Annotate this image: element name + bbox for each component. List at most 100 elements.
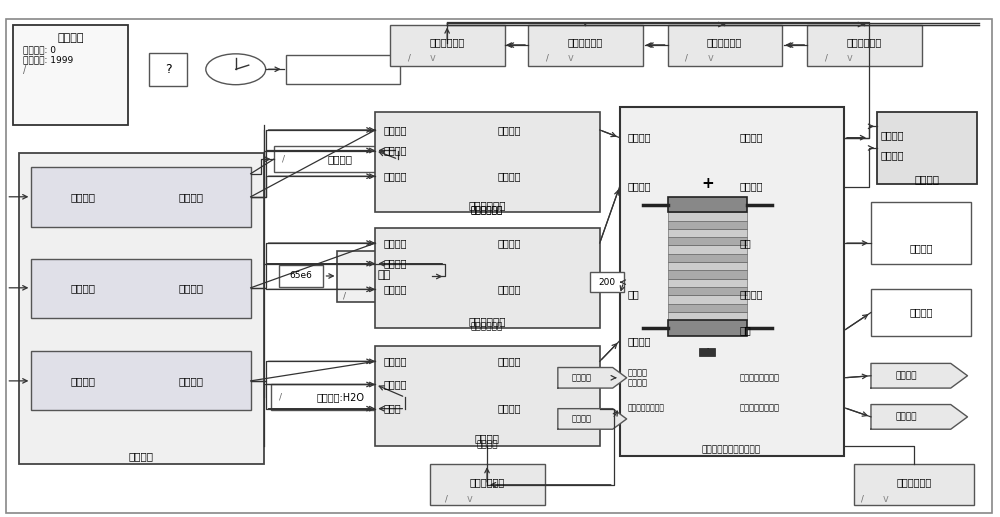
FancyBboxPatch shape (668, 262, 747, 270)
Text: /: / (445, 495, 448, 504)
Text: 阳极供氢系统: 阳极供氢系统 (468, 316, 506, 326)
FancyBboxPatch shape (375, 346, 600, 446)
FancyBboxPatch shape (375, 112, 600, 212)
Text: 阴极反馈: 阴极反馈 (498, 171, 522, 181)
FancyBboxPatch shape (668, 270, 747, 279)
FancyBboxPatch shape (430, 464, 545, 505)
FancyBboxPatch shape (668, 221, 747, 229)
Text: 模型设置: 模型设置 (58, 34, 84, 43)
Text: 阴极反馈: 阴极反馈 (71, 192, 96, 202)
Text: 阴极输出: 阴极输出 (881, 130, 904, 140)
Text: 阴极输出: 阴极输出 (498, 125, 522, 135)
Text: 流体参数显示: 流体参数显示 (707, 38, 742, 48)
FancyBboxPatch shape (668, 229, 747, 237)
FancyBboxPatch shape (668, 212, 747, 221)
Text: 冷却输出: 冷却输出 (498, 356, 522, 367)
Text: 尾气系统: 尾气系统 (914, 174, 939, 184)
FancyBboxPatch shape (31, 168, 251, 226)
Text: 阳极供氢系统: 阳极供氢系统 (471, 323, 503, 331)
FancyBboxPatch shape (13, 24, 128, 125)
FancyBboxPatch shape (854, 464, 974, 505)
Text: v: v (847, 53, 853, 63)
Text: 结束时间: 1999: 结束时间: 1999 (23, 55, 74, 65)
Text: 阴极控制: 阴极控制 (178, 192, 203, 202)
Text: 阳极回路: 阳极回路 (383, 238, 407, 248)
FancyBboxPatch shape (590, 272, 624, 292)
Text: /: / (282, 155, 285, 164)
Polygon shape (558, 408, 627, 429)
Text: 65e6: 65e6 (289, 271, 312, 281)
Text: /: / (23, 65, 27, 75)
Text: 阳极输出: 阳极输出 (498, 238, 522, 248)
Text: 反馈信号: 反馈信号 (895, 413, 917, 421)
FancyBboxPatch shape (668, 246, 747, 254)
Text: 反馈信号: 反馈信号 (572, 373, 592, 382)
Text: 进水口: 进水口 (383, 404, 401, 414)
FancyBboxPatch shape (337, 251, 432, 302)
Text: 阴极压力
反馈输入: 阴极压力 反馈输入 (628, 368, 648, 388)
Text: 阴极输入: 阴极输入 (628, 133, 651, 143)
Text: 混合气源: 混合气源 (328, 154, 353, 164)
Text: 冷却系统: 冷却系统 (476, 440, 498, 450)
Text: 控制系统: 控制系统 (128, 451, 154, 462)
Text: 质子交换膜燃料电池电堆: 质子交换膜燃料电池电堆 (702, 445, 761, 454)
Text: 阳极控制: 阳极控制 (383, 284, 407, 294)
Text: 冷却反馈: 冷却反馈 (71, 376, 96, 386)
Text: 空气进气: 空气进气 (383, 145, 407, 156)
Text: 阳极输出: 阳极输出 (881, 150, 904, 161)
Text: 冷却输入: 冷却输入 (628, 336, 651, 346)
FancyBboxPatch shape (6, 19, 992, 513)
Polygon shape (871, 363, 967, 388)
FancyBboxPatch shape (274, 146, 398, 172)
Text: 200: 200 (598, 278, 615, 286)
Text: 电能: 电能 (739, 238, 751, 248)
FancyBboxPatch shape (528, 24, 643, 66)
FancyBboxPatch shape (375, 227, 600, 328)
Text: v: v (568, 53, 574, 63)
FancyBboxPatch shape (31, 351, 251, 410)
Text: v: v (430, 53, 436, 63)
FancyBboxPatch shape (668, 279, 747, 287)
Text: v: v (467, 494, 473, 504)
FancyBboxPatch shape (286, 55, 400, 84)
FancyBboxPatch shape (871, 202, 971, 264)
Text: 阳极压力反馈输入: 阳极压力反馈输入 (628, 403, 665, 412)
FancyBboxPatch shape (668, 197, 747, 212)
Text: +: + (701, 176, 714, 191)
Text: v: v (707, 53, 713, 63)
Text: ?: ? (165, 63, 171, 76)
FancyBboxPatch shape (668, 24, 782, 66)
Text: /: / (825, 53, 828, 63)
Text: 冷却系统: 冷却系统 (475, 433, 500, 444)
Text: 阴极回路: 阴极回路 (383, 125, 407, 135)
Text: 流体参数显示: 流体参数显示 (846, 38, 882, 48)
FancyBboxPatch shape (668, 320, 747, 336)
Text: /: / (343, 291, 346, 300)
Text: /: / (279, 393, 282, 402)
Text: 冷却反馈: 冷却反馈 (498, 404, 522, 414)
FancyBboxPatch shape (668, 295, 747, 303)
Text: 氢气进气: 氢气进气 (383, 258, 407, 269)
Text: 湿度: 湿度 (739, 326, 751, 336)
FancyBboxPatch shape (149, 53, 187, 86)
FancyBboxPatch shape (668, 312, 747, 320)
Text: 阴极供气系统: 阴极供气系统 (468, 201, 506, 210)
Text: 阴极输出: 阴极输出 (739, 133, 763, 143)
FancyBboxPatch shape (428, 266, 436, 287)
Text: 阴极压力反馈输出: 阴极压力反馈输出 (739, 373, 779, 382)
Text: /: / (861, 495, 864, 504)
Text: 流体参数显示: 流体参数显示 (430, 38, 465, 48)
Text: 氢罐: 氢罐 (378, 270, 391, 280)
Text: 阴极供气系统: 阴极供气系统 (471, 207, 503, 216)
Text: 阳极控制: 阳极控制 (178, 283, 203, 293)
Text: /: / (408, 53, 411, 63)
Text: 参数显示: 参数显示 (909, 308, 933, 317)
Text: 电流: 电流 (628, 290, 639, 299)
FancyBboxPatch shape (271, 385, 405, 410)
Text: 冷却控制: 冷却控制 (178, 376, 203, 386)
Text: 开始时间: 0: 开始时间: 0 (23, 45, 56, 55)
Text: 阳极反馈: 阳极反馈 (498, 284, 522, 294)
FancyBboxPatch shape (871, 290, 971, 336)
FancyBboxPatch shape (877, 112, 977, 184)
Text: 参数显示: 参数显示 (909, 243, 933, 253)
